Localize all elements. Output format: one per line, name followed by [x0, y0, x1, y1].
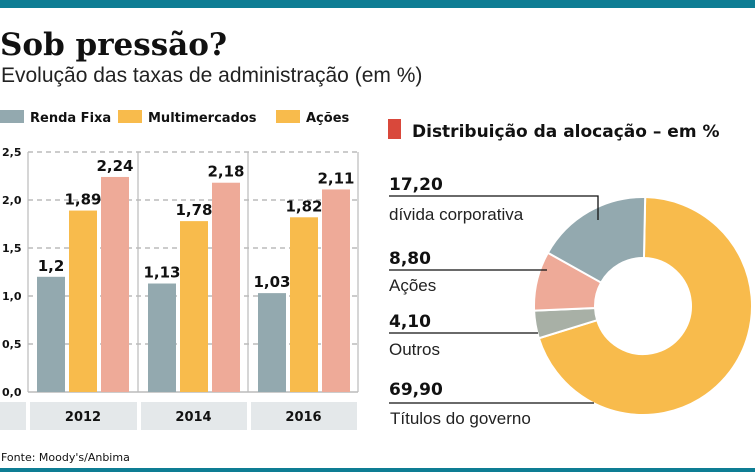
donut-chart	[533, 196, 753, 416]
bar-value-label: 1,03	[253, 273, 290, 291]
bar-renda-fixa-2012	[37, 276, 65, 392]
legend-label-acoes: Ações	[306, 111, 350, 126]
bar-value-label: 2,24	[96, 157, 133, 175]
bar-chart: 0,0 0,5 1,0 1,5 2,0 2,5 2012 1,2 1,89 2,24 2014 1,1…	[0, 146, 359, 430]
pie-label-acoes: Ações	[389, 276, 436, 295]
year-band-cell	[251, 402, 357, 430]
pie-value-outros: 4,10	[389, 312, 431, 332]
year-band-cell	[30, 402, 137, 430]
y-tick-label: 2,0	[2, 194, 22, 207]
donut-slice-titulos-do-governo	[537, 196, 753, 416]
pie-value-divida: 17,20	[389, 175, 443, 195]
bottom-accent-bar	[0, 468, 755, 472]
bar-multimercados-2016	[290, 217, 318, 392]
bar-legend: Renda Fixa Multimercados Ações	[0, 110, 350, 126]
bar-multimercados-2014	[180, 221, 208, 392]
bar-value-label: 2,11	[317, 169, 354, 187]
bar-acoes-2014	[212, 182, 240, 392]
page-title: Sob pressão?	[0, 27, 227, 63]
legend-label-multimercados: Multimercados	[148, 111, 257, 126]
x-tick-label: 2016	[285, 410, 321, 425]
leader-line	[389, 195, 599, 220]
y-tick-label: 1,0	[2, 290, 22, 303]
pie-label-titulos: Títulos do governo	[390, 409, 531, 428]
top-accent-bar	[0, 0, 755, 8]
bar-value-label: 2,18	[207, 163, 244, 181]
bar-multimercados-2012	[69, 210, 97, 392]
bar-renda-fixa-2014	[148, 283, 176, 392]
pie-label-outros: Outros	[389, 340, 440, 359]
bar-value-label: 1,89	[64, 191, 101, 209]
pie-labels: 17,20 dívida corporativa 8,80 Ações 4,10…	[389, 175, 599, 428]
legend-swatch-renda-fixa	[0, 110, 24, 123]
pie-value-titulos: 69,90	[389, 380, 443, 400]
bar-value-label: 1,13	[143, 264, 180, 282]
legend-swatch-multimercados	[118, 110, 142, 123]
x-tick-label: 2014	[175, 410, 211, 425]
y-tick-label: 2,5	[2, 146, 22, 159]
bar-renda-fixa-2016	[258, 293, 286, 392]
y-tick-label: 1,5	[2, 242, 22, 255]
bar-value-label: 1,78	[175, 201, 212, 219]
page-subtitle: Evolução das taxas de administração (em …	[1, 64, 422, 87]
pie-title: Distribuição da alocação – em %	[412, 122, 720, 142]
legend-label-renda-fixa: Renda Fixa	[30, 111, 111, 126]
y-tick-label: 0,5	[2, 338, 22, 351]
x-tick-label: 2012	[65, 410, 101, 425]
pie-title-marker	[388, 119, 401, 139]
bar-value-label: 1,82	[285, 197, 322, 215]
pie-value-acoes: 8,80	[389, 249, 431, 269]
bar-acoes-2016	[322, 189, 350, 392]
year-band-cell	[141, 402, 247, 430]
y-tick-label: 0,0	[2, 386, 22, 399]
year-band-cell	[0, 402, 26, 430]
pie-label-divida: dívida corporativa	[389, 205, 524, 224]
bar-value-label: 1,2	[38, 257, 65, 275]
legend-swatch-acoes	[276, 110, 300, 123]
donut-slice-divida-corporativa	[546, 196, 647, 284]
source-note: Fonte: Moody's/Anbima	[1, 451, 130, 464]
bar-acoes-2012	[101, 176, 129, 392]
